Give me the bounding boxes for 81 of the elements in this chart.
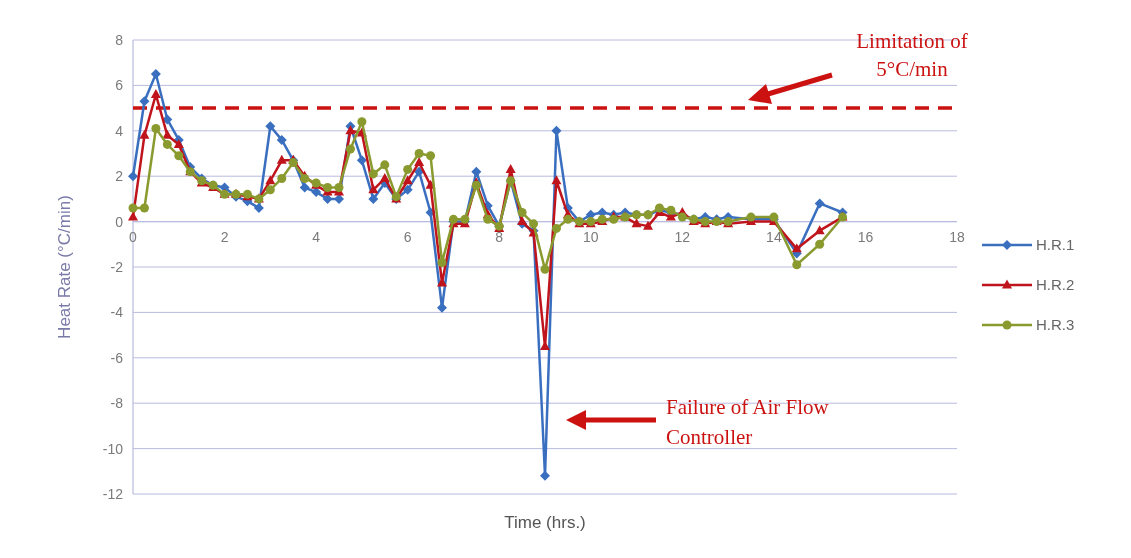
point [379, 172, 390, 182]
x-tick-label: 14 [766, 228, 782, 245]
point [162, 129, 173, 139]
point [643, 220, 653, 230]
y-tick-label: 8 [115, 31, 124, 48]
point [437, 257, 447, 267]
point [253, 202, 264, 213]
x-tick-label: 16 [857, 228, 874, 245]
point [151, 124, 161, 134]
point [529, 219, 539, 229]
point [311, 187, 322, 198]
point [174, 151, 184, 161]
x-tick-label: 6 [403, 228, 412, 245]
point [356, 155, 367, 166]
point [563, 214, 573, 224]
point [173, 138, 184, 148]
point [345, 144, 355, 154]
point [265, 175, 276, 185]
x-tick-label: 18 [949, 228, 965, 245]
point [792, 260, 802, 270]
point [139, 129, 150, 139]
point [368, 184, 379, 194]
point [814, 225, 825, 235]
y-tick-label: 4 [115, 122, 124, 139]
x-tick-label: 2 [220, 228, 229, 245]
point [265, 121, 276, 132]
point [345, 125, 356, 135]
point [276, 154, 287, 164]
point [368, 193, 379, 204]
ref-line-label: Limitation of 5°C/min [856, 29, 968, 81]
point [128, 203, 138, 213]
x-axis-title: Time (hrs.) [504, 513, 586, 532]
x-tick-label: 8 [495, 228, 504, 245]
point [128, 211, 138, 221]
y-tick-label: -2 [110, 258, 124, 275]
point [517, 208, 527, 218]
annotation: Failure of Air Flow Controller [666, 395, 830, 449]
point [277, 173, 287, 183]
point [402, 175, 413, 185]
point [540, 264, 550, 274]
y-axis-title: Heat Rate (°C/min) [55, 195, 74, 339]
x-tick-label: 4 [312, 228, 321, 245]
point [403, 164, 413, 174]
point [426, 151, 436, 161]
legend-label: H.R.1 [1036, 236, 1075, 254]
y-tick-label: -8 [110, 395, 124, 412]
x-tick-label: 12 [674, 228, 691, 245]
y-tick-label: -10 [102, 440, 124, 457]
point [414, 157, 425, 167]
point [414, 149, 424, 158]
point [265, 185, 275, 195]
point [483, 214, 493, 224]
y-tick-label: -4 [110, 304, 124, 321]
point [139, 96, 150, 107]
point [276, 134, 287, 145]
point [505, 163, 516, 173]
point [814, 198, 825, 209]
legend-label: H.R.3 [1036, 316, 1075, 334]
point [150, 88, 161, 98]
point [357, 117, 367, 127]
y-tick-label: 0 [115, 213, 124, 230]
point [402, 184, 413, 195]
point [128, 171, 138, 182]
point [815, 239, 825, 249]
legend-label: H.R.2 [1036, 276, 1075, 294]
y-tick-label: -6 [110, 349, 124, 366]
point [380, 160, 390, 170]
point [299, 182, 310, 193]
point [139, 203, 149, 213]
point [551, 125, 562, 136]
x-tick-label: 0 [129, 228, 138, 245]
y-tick-label: 2 [115, 168, 124, 185]
point [551, 175, 562, 185]
point [551, 223, 561, 233]
point [162, 139, 172, 149]
x-tick-label: 10 [582, 228, 599, 245]
y-tick-label: 6 [115, 77, 124, 94]
y-tick-label: -12 [102, 485, 124, 502]
point [150, 69, 161, 80]
point [791, 243, 802, 253]
point [368, 169, 378, 179]
